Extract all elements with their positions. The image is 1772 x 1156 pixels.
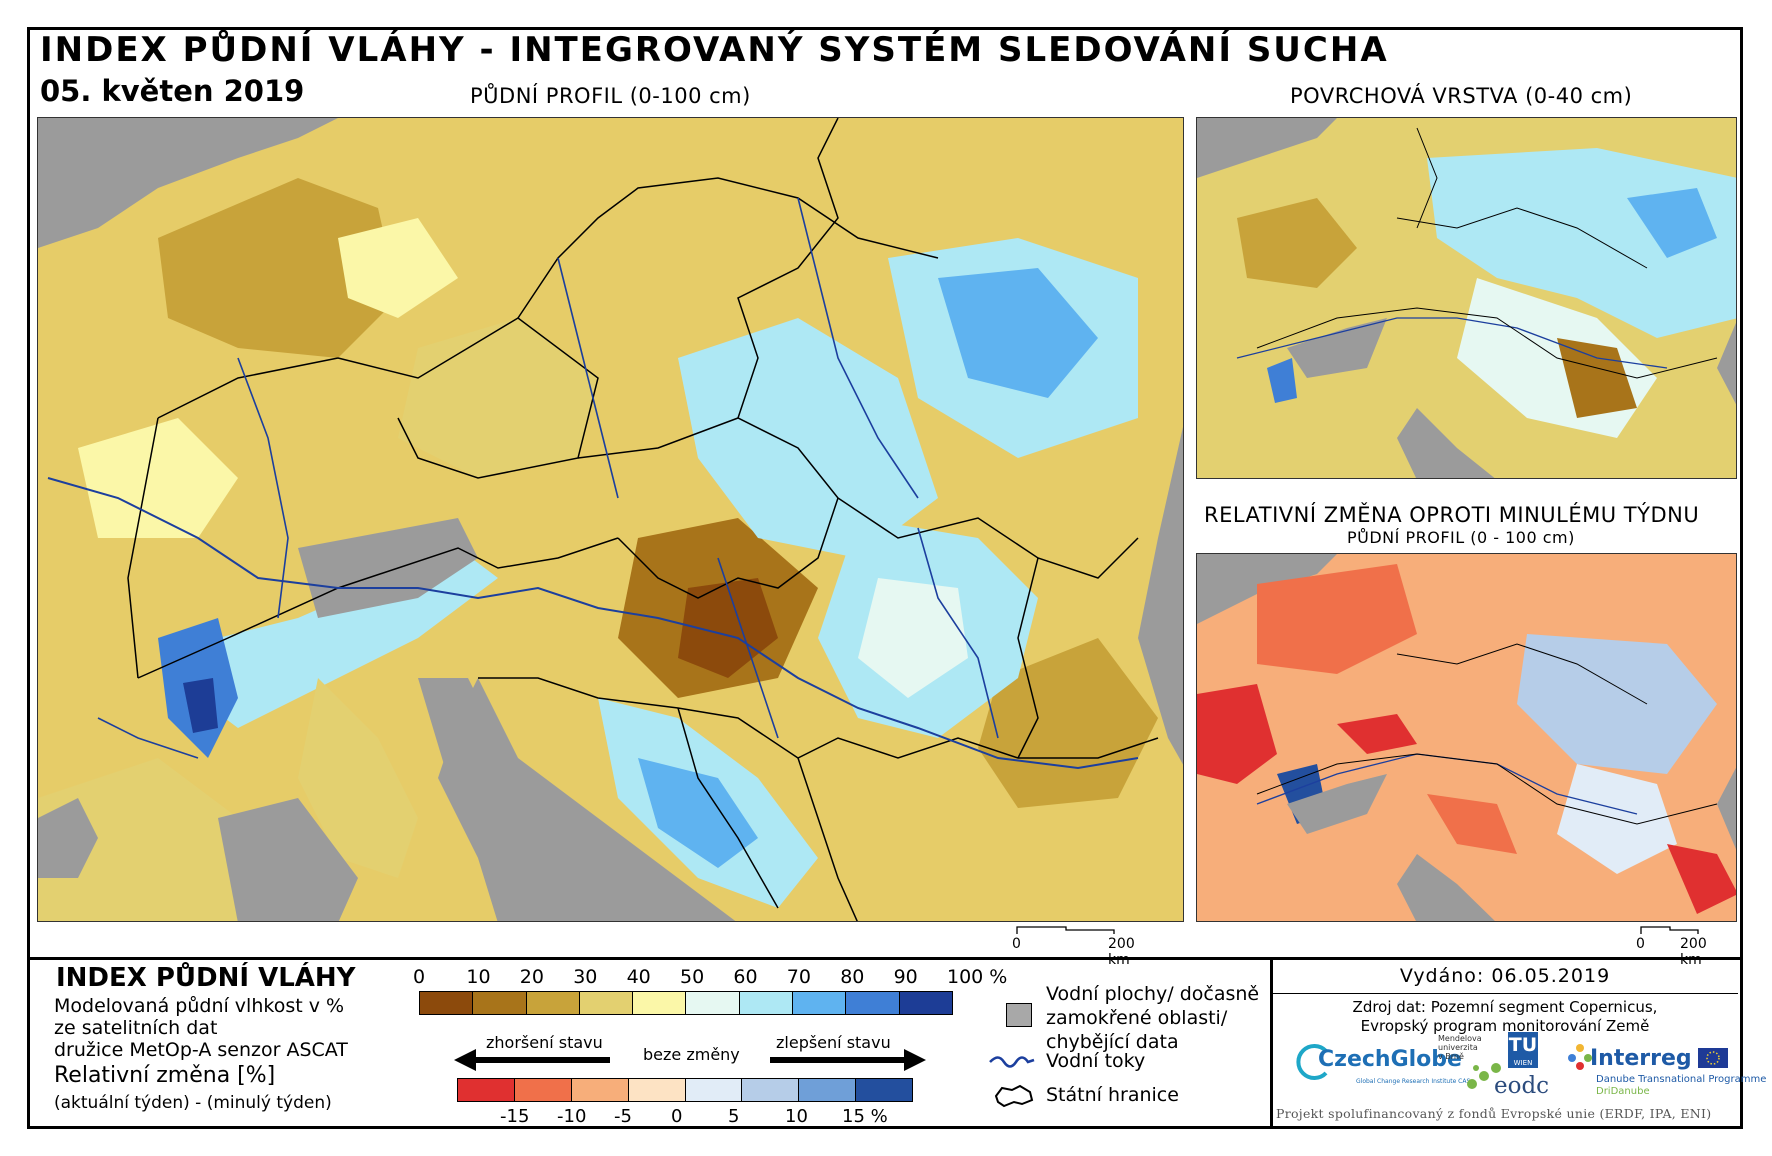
moisture-swatch: [793, 992, 847, 1014]
small-scale-bar-graphic: [1640, 926, 1699, 934]
mendel-text: Mendelova univerzita v Brně: [1438, 1034, 1482, 1061]
change-swatch: [799, 1079, 857, 1101]
eu-flag-icon: [1698, 1048, 1728, 1068]
legend-desc-line1: Modelovaná půdní vlhkost v %: [54, 995, 345, 1017]
moisture-swatch: [846, 992, 900, 1014]
change-map-subtitle: PŮDNÍ PROFIL (0 - 100 cm): [1347, 528, 1575, 547]
moisture-swatch: [420, 992, 474, 1014]
funding-footer: Projekt spolufinancovaný z fondů Evropsk…: [1276, 1106, 1712, 1121]
tu-wien-badge: TU: [1508, 1032, 1538, 1058]
interreg-subtext1: Danube Transnational Programme: [1596, 1074, 1767, 1085]
change-tick-label: 5: [728, 1106, 740, 1127]
change-map: [1196, 553, 1737, 922]
worse-label: zhoršení stavu: [486, 1033, 603, 1052]
eu-stars-icon: [1706, 1051, 1720, 1065]
change-direction-arrows: [454, 1049, 926, 1071]
change-swatch: [685, 1079, 743, 1101]
relative-change-desc: (aktuální týden) - (minulý týden): [54, 1093, 332, 1113]
border-symbol: [994, 1084, 1034, 1108]
water-key-line2: zamokřené oblasti/: [1046, 1007, 1228, 1029]
river-symbol: [989, 1056, 1035, 1068]
moisture-tick-label: 70: [786, 966, 811, 988]
legend-desc-line3: družice MetOp-A senzor ASCAT: [54, 1039, 348, 1061]
interreg-subtext2: DriDanube: [1596, 1086, 1650, 1097]
moisture-swatch: [579, 992, 634, 1014]
legend-description: Modelovaná půdní vlhkost v % ze satelitn…: [54, 995, 348, 1061]
data-source: Zdroj dat: Pozemní segment Copernicus, E…: [1272, 998, 1738, 1036]
moisture-tick-label: 60: [733, 966, 758, 988]
surface-map: [1196, 117, 1737, 479]
moisture-tick-label: 0: [413, 966, 426, 988]
change-tick-label: -15: [500, 1106, 530, 1127]
moisture-tick-label: 80: [840, 966, 865, 988]
moisture-swatch: [473, 992, 527, 1014]
moisture-swatch: [686, 992, 740, 1014]
change-tick-label: 10: [785, 1106, 808, 1127]
change-swatch: [458, 1079, 515, 1101]
issue-date: 05. květen 2019: [40, 74, 305, 108]
interreg-icon: [1568, 1044, 1592, 1070]
legend-title: INDEX PŮDNÍ VLÁHY: [56, 963, 356, 993]
legend-desc-line2: ze satelitních dat: [54, 1017, 218, 1039]
main-map-canvas: [38, 118, 1183, 921]
water-key-line1: Vodní plochy/ dočasně: [1046, 983, 1260, 1005]
scale-bar-graphic: [1016, 926, 1115, 934]
better-label: zlepšení stavu: [776, 1033, 891, 1052]
change-tick-label: -5: [614, 1106, 632, 1127]
moisture-swatch: [899, 992, 952, 1014]
moisture-tick-label: 100 %: [947, 966, 1008, 988]
scale-distance-label: 200 km: [1108, 936, 1135, 968]
change-tick-label: -10: [557, 1106, 587, 1127]
change-swatch: [856, 1079, 912, 1101]
change-tick-label: 15 %: [842, 1106, 888, 1127]
interreg-text: Interreg: [1590, 1046, 1692, 1071]
change-map-canvas: [1197, 554, 1736, 921]
change-swatch: [514, 1079, 572, 1101]
moisture-tick-label: 50: [680, 966, 705, 988]
rivers-label: Vodní toky: [1046, 1050, 1146, 1072]
change-map-title: RELATIVNÍ ZMĚNA OPROTI MINULÉMU TÝDNU: [1204, 503, 1700, 527]
surface-map-canvas: [1197, 118, 1736, 478]
change-tick-label: 0: [671, 1106, 683, 1127]
source-line1: Zdroj dat: Pozemní segment Copernicus,: [1352, 998, 1658, 1016]
change-swatch: [628, 1079, 686, 1101]
moisture-tick-label: 30: [573, 966, 598, 988]
czechglobe-icon: [1296, 1044, 1328, 1080]
tu-wien-sub: WIEN: [1508, 1058, 1538, 1068]
eodc-logo: eodc: [1494, 1073, 1550, 1099]
source-line2: Evropský program monitorování Země: [1360, 1017, 1650, 1035]
water-swatch: [1006, 1003, 1032, 1027]
moisture-tick-label: 10: [466, 966, 491, 988]
water-key-line3: chybějící data: [1046, 1031, 1179, 1053]
legend-panel: [30, 957, 1740, 1128]
mendel-icon: [1467, 1063, 1501, 1089]
main-map: [37, 117, 1184, 922]
small-scale-zero-label: 0: [1636, 936, 1645, 952]
moisture-tick-label: 20: [519, 966, 544, 988]
issued-date: Vydáno: 06.05.2019: [1272, 959, 1738, 994]
surface-map-title: POVRCHOVÁ VRSTVA (0-40 cm): [1290, 84, 1633, 108]
main-map-title: PŮDNÍ PROFIL (0-100 cm): [470, 84, 751, 108]
water-key-label: Vodní plochy/ dočasně zamokřené oblasti/…: [1046, 982, 1259, 1054]
no-change-label: beze změny: [643, 1045, 740, 1064]
scale-zero-label: 0: [1012, 936, 1021, 952]
change-swatch: [571, 1079, 629, 1101]
czechglobe-text: CzechGlobe: [1318, 1047, 1462, 1072]
page-title: INDEX PŮDNÍ VLÁHY - INTEGROVANÝ SYSTÉM S…: [40, 30, 1389, 70]
moisture-swatch: [633, 992, 687, 1014]
small-scale-distance-label: 200 km: [1680, 936, 1707, 968]
moisture-tick-label: 40: [626, 966, 651, 988]
moisture-colorbar: [419, 991, 953, 1015]
moisture-tick-label: 90: [893, 966, 918, 988]
czechglobe-subtext: Global Change Research Institute CAS: [1356, 1078, 1471, 1085]
moisture-swatch: [526, 992, 580, 1014]
moisture-swatch: [739, 992, 794, 1014]
relative-change-title: Relativní změna [%]: [54, 1063, 276, 1088]
change-swatch: [742, 1079, 800, 1101]
legend-divider: [1270, 957, 1273, 1127]
change-colorbar: [457, 1078, 913, 1102]
borders-label: Státní hranice: [1046, 1084, 1179, 1106]
